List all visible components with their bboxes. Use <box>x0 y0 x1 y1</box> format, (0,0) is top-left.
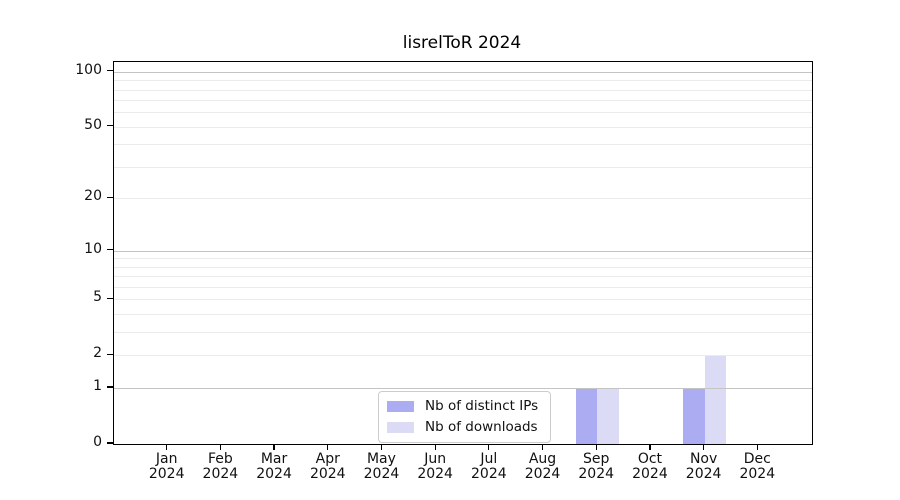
x-tick-label: May 2024 <box>363 451 400 482</box>
gridline-minor <box>114 100 812 102</box>
x-tick-mark <box>380 444 383 450</box>
gridline-minor <box>114 144 812 146</box>
y-tick-label: 2 <box>93 345 102 362</box>
x-tick-label: Jan 2024 <box>148 451 185 482</box>
x-tick-mark <box>488 444 490 450</box>
legend-label-downloads: Nb of downloads <box>425 419 538 435</box>
gridline-minor <box>114 112 812 114</box>
gridline-major <box>114 250 812 252</box>
y-tick-mark <box>107 442 113 444</box>
bar-downloads-nov <box>704 355 727 444</box>
gridline-minor <box>114 276 812 278</box>
y-tick-mark <box>107 386 113 388</box>
gridline-minor <box>114 167 812 169</box>
x-tick-mark <box>327 444 329 450</box>
y-tick-mark <box>107 196 113 199</box>
y-tick-label: 50 <box>84 116 102 133</box>
y-tick-label: 10 <box>84 240 102 257</box>
gridline-minor <box>114 287 812 289</box>
x-tick-mark <box>273 444 275 450</box>
legend-swatch-downloads <box>387 421 414 433</box>
x-tick-mark <box>166 444 168 450</box>
y-tick-label: 1 <box>93 378 102 395</box>
y-tick-mark <box>107 248 113 251</box>
gridline-minor <box>114 332 812 334</box>
legend-item-downloads: Nb of downloads <box>387 419 538 435</box>
gridline-minor <box>114 299 812 301</box>
y-tick-mark <box>107 297 113 300</box>
legend-swatch-distinct-ips <box>387 400 414 412</box>
x-tick-label: Jun 2024 <box>417 451 453 482</box>
x-tick-label: Feb 2024 <box>202 451 239 482</box>
x-tick-label: Aug 2024 <box>524 451 561 482</box>
x-tick-mark <box>756 444 758 450</box>
bar-downloads-sep <box>597 388 619 444</box>
x-tick-label: Apr 2024 <box>309 451 346 482</box>
x-tick-label: Jul 2024 <box>471 451 507 482</box>
x-tick-mark <box>219 444 221 450</box>
y-tick-mark <box>107 353 113 355</box>
x-tick-mark <box>541 444 544 450</box>
gridline-major <box>114 388 812 390</box>
plot-area: Nb of distinct IPs Nb of downloads <box>113 61 813 445</box>
bar-distinct-ips-nov <box>683 388 705 444</box>
gridline-minor <box>114 266 812 268</box>
gridline-minor <box>114 198 812 200</box>
x-tick-mark <box>434 444 436 450</box>
gridline-minor <box>114 355 812 357</box>
x-tick-label: Nov 2024 <box>685 451 722 482</box>
bar-distinct-ips-sep <box>575 388 598 444</box>
gridline-minor <box>114 89 812 91</box>
legend: Nb of distinct IPs Nb of downloads <box>378 391 552 443</box>
legend-item-distinct-ips: Nb of distinct IPs <box>387 398 538 414</box>
x-tick-mark <box>649 444 651 450</box>
y-tick-label: 5 <box>93 289 102 306</box>
y-tick-label: 100 <box>75 61 102 78</box>
y-tick-mark <box>107 125 113 127</box>
y-tick-mark <box>107 70 113 72</box>
x-tick-mark <box>703 444 705 450</box>
y-tick-label: 0 <box>93 434 102 450</box>
x-tick-mark <box>595 444 597 450</box>
x-tick-label: Mar 2024 <box>256 451 292 482</box>
gridline-minor <box>114 258 812 260</box>
gridline-minor <box>114 126 812 128</box>
legend-label-distinct-ips: Nb of distinct IPs <box>425 398 539 414</box>
gridline-minor <box>114 314 812 316</box>
chart-title: lisrelToR 2024 <box>402 33 522 53</box>
gridline-minor <box>114 80 812 82</box>
y-tick-label: 20 <box>84 188 102 205</box>
x-tick-label: Sep 2024 <box>578 451 615 482</box>
x-tick-label: Oct 2024 <box>632 451 668 482</box>
x-tick-label: Dec 2024 <box>739 451 776 482</box>
gridline-major <box>114 71 812 73</box>
